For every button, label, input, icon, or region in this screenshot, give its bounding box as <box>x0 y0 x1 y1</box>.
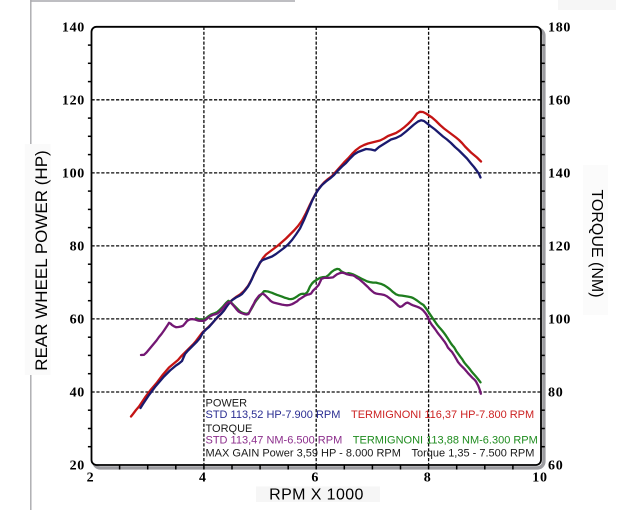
svg-text:6: 6 <box>311 471 319 486</box>
svg-text:120: 120 <box>62 94 85 109</box>
svg-text:160: 160 <box>548 94 571 109</box>
svg-text:MAX GAIN Power 3,59 HP - 8.000: MAX GAIN Power 3,59 HP - 8.000 RPM <box>206 447 401 459</box>
svg-text:180: 180 <box>548 21 571 36</box>
svg-text:STD 113,47 NM-6.500 RPM: STD 113,47 NM-6.500 RPM <box>206 435 343 447</box>
svg-text:TORQUE: TORQUE <box>206 423 253 435</box>
svg-text:8: 8 <box>424 471 432 486</box>
svg-text:60: 60 <box>548 459 563 474</box>
svg-text:POWER: POWER <box>206 398 248 410</box>
svg-text:40: 40 <box>70 386 85 401</box>
svg-text:TORQUE (NM): TORQUE (NM) <box>588 189 605 297</box>
svg-text:20: 20 <box>70 459 85 474</box>
svg-text:100: 100 <box>62 167 85 182</box>
svg-text:60: 60 <box>70 313 85 328</box>
svg-text:10: 10 <box>532 471 547 486</box>
svg-text:Torque 1,35 - 7.500 RPM: Torque 1,35 - 7.500 RPM <box>412 447 535 459</box>
svg-text:100: 100 <box>548 313 571 328</box>
svg-text:140: 140 <box>62 21 85 36</box>
svg-text:140: 140 <box>548 167 571 182</box>
svg-text:4: 4 <box>199 471 207 486</box>
svg-text:STD 113,52 HP-7.900 RPM: STD 113,52 HP-7.900 RPM <box>206 409 341 421</box>
svg-text:120: 120 <box>548 240 571 255</box>
svg-text:RPM X 1000: RPM X 1000 <box>269 487 364 504</box>
svg-text:2: 2 <box>87 471 95 486</box>
svg-text:TERMIGNONI 113,88 NM-6.300 RPM: TERMIGNONI 113,88 NM-6.300 RPM <box>353 435 538 447</box>
svg-text:80: 80 <box>548 386 563 401</box>
svg-text:80: 80 <box>70 240 85 255</box>
svg-text:TERMIGNONI 116,37 HP-7.800 RPM: TERMIGNONI 116,37 HP-7.800 RPM <box>351 409 534 421</box>
svg-text:REAR WHEEL POWER (HP): REAR WHEEL POWER (HP) <box>32 150 51 370</box>
